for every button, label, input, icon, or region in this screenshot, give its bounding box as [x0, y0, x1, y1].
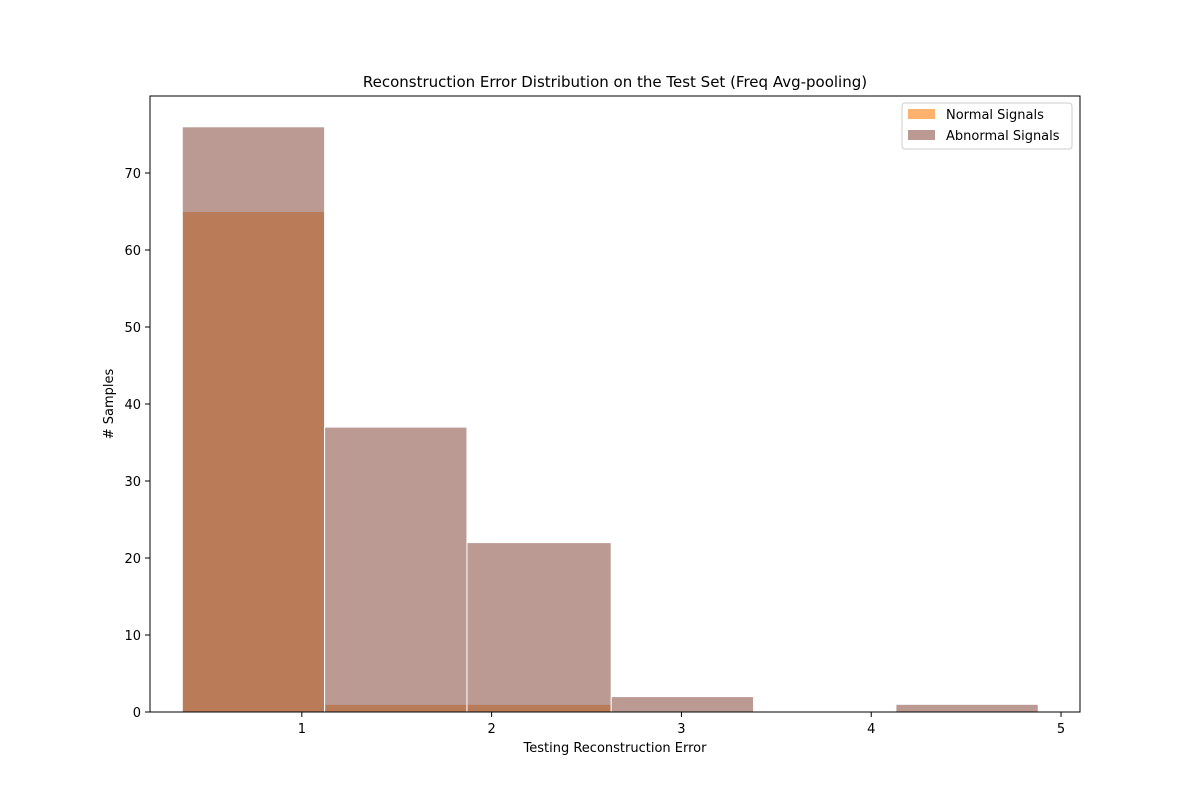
x-tick-label: 1: [298, 722, 306, 737]
y-tick-label: 60: [124, 244, 141, 259]
bar-abnormal-signals-bin-6: [895, 703, 1039, 713]
y-tick-label: 0: [133, 706, 141, 721]
y-tick-label: 50: [124, 321, 141, 336]
y-tick-label: 20: [124, 552, 141, 567]
x-tick-label: 3: [677, 722, 685, 737]
legend-label-normal: Normal Signals: [946, 108, 1044, 123]
bar-abnormal-signals-bin-2: [324, 426, 468, 713]
x-tick-label: 2: [487, 722, 495, 737]
y-tick-label: 70: [124, 167, 141, 182]
legend-box: [901, 102, 1073, 150]
bars-layer: [181, 126, 1039, 713]
y-tick-label: 10: [124, 629, 141, 644]
x-axis-label: Testing Reconstruction Error: [523, 741, 708, 756]
legend: Normal Signals Abnormal Signals: [901, 102, 1073, 150]
chart-title: Reconstruction Error Distribution on the…: [363, 73, 867, 91]
bar-abnormal-signals-bin-4: [610, 696, 755, 713]
y-axis-ticks: 0 10 20 30 40 50 60 70: [124, 167, 150, 721]
y-tick-label: 30: [124, 475, 141, 490]
bar-abnormal-signals-bin-1: [181, 126, 326, 713]
legend-swatch-abnormal: [908, 130, 935, 140]
x-axis-ticks: 1 2 3 4 5: [298, 712, 1065, 737]
x-tick-label: 4: [867, 722, 875, 737]
legend-swatch-normal: [908, 109, 935, 119]
legend-label-abnormal: Abnormal Signals: [946, 129, 1060, 144]
bar-abnormal-signals-bin-3: [466, 542, 612, 713]
y-tick-label: 40: [124, 398, 141, 413]
x-tick-label: 5: [1057, 722, 1065, 737]
y-axis-label: # Samples: [102, 369, 117, 440]
